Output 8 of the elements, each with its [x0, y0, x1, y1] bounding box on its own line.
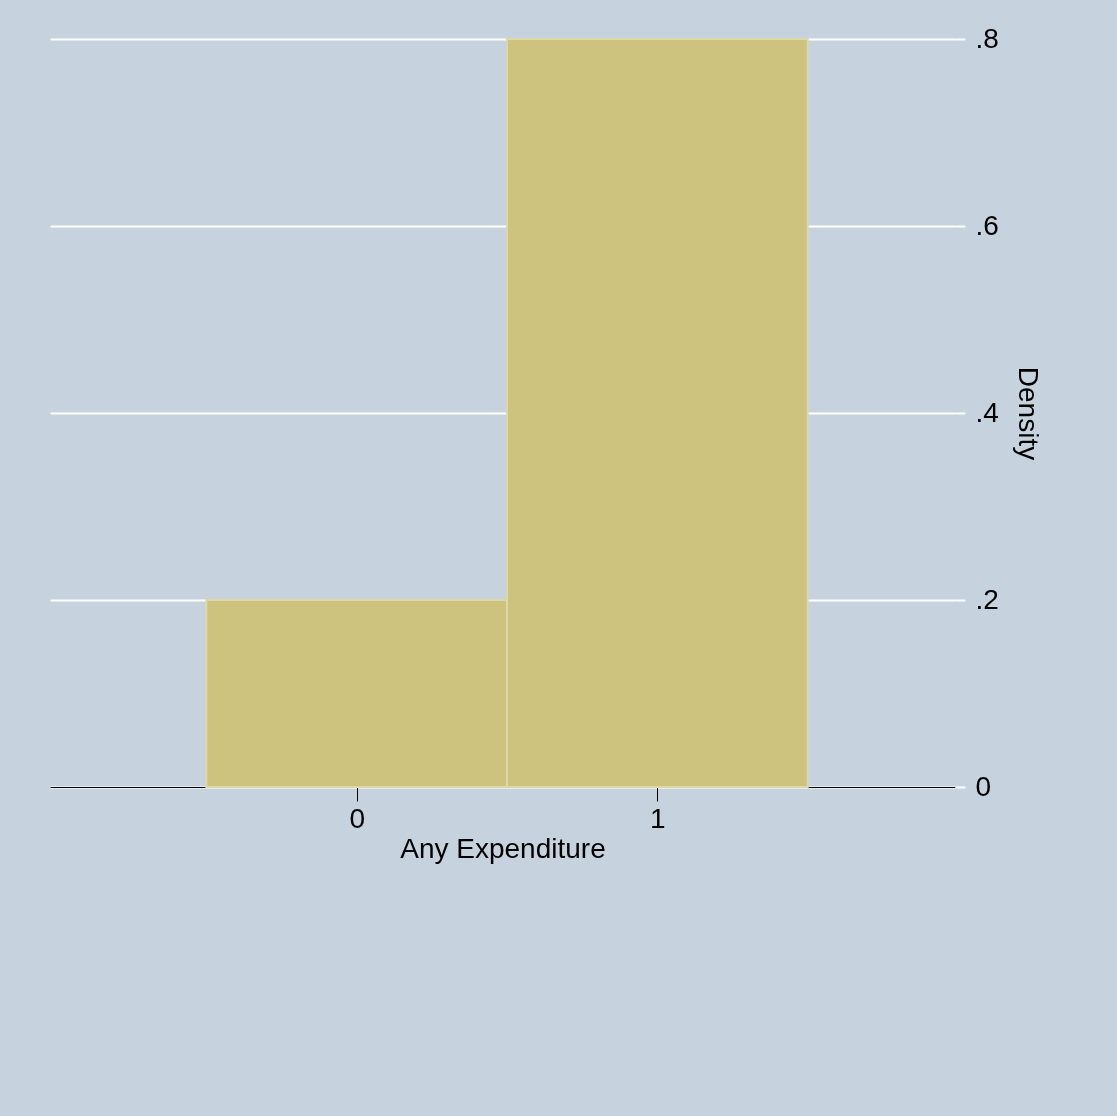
y-tick-label: .2 — [975, 583, 999, 615]
y-tick-label: .6 — [975, 209, 999, 241]
x-axis-title: Any Expenditure — [400, 832, 606, 864]
x-tick-label: 1 — [650, 802, 666, 834]
y-tick-label: 0 — [975, 770, 992, 802]
y-axis-title: Density — [1012, 366, 1044, 461]
y-tick-label: .8 — [975, 22, 999, 54]
y-tick-label: .4 — [975, 396, 999, 428]
